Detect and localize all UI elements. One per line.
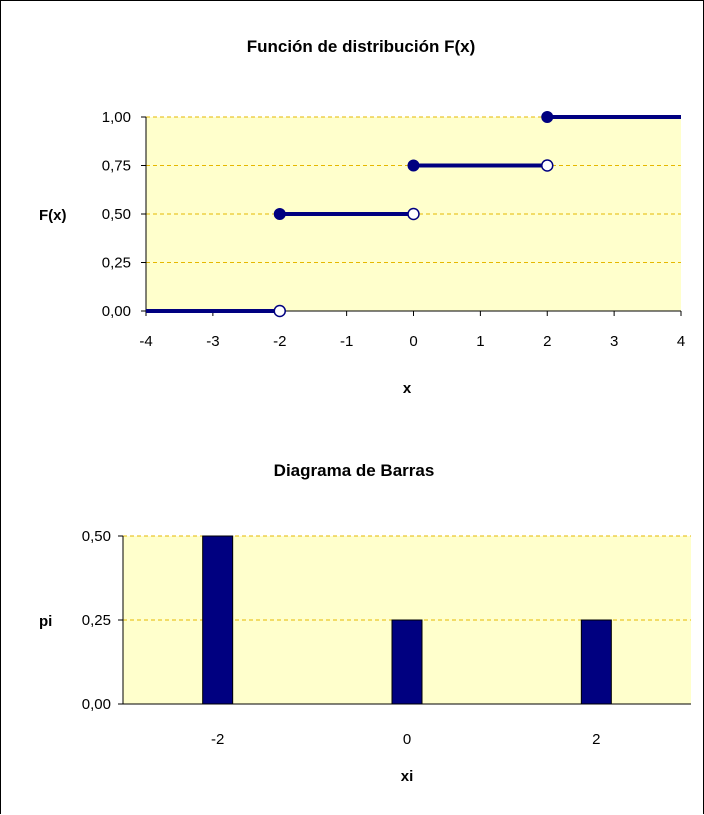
chart1-x-tick-label: -4	[139, 333, 152, 350]
chart1-series	[146, 111, 681, 318]
chart1-x-tick-label: 0	[409, 333, 417, 350]
chart2-x-axis-label: xi	[401, 768, 414, 785]
open-point-marker	[273, 304, 286, 318]
closed-point-marker	[407, 159, 420, 172]
chart1-title: Función de distribución F(x)	[247, 37, 476, 56]
bar	[391, 619, 423, 705]
chart2-x-tick-label: -2	[211, 731, 224, 748]
chart1-x-tick-label: -3	[206, 333, 219, 350]
bar-chart: Diagrama de Barras 0,000,250,50 -2 0 2 xi …	[39, 461, 691, 785]
chart2-y-tick-label: 0,25	[82, 612, 111, 629]
chart1-x-tick-label: 4	[677, 333, 685, 350]
open-point-marker	[407, 207, 420, 221]
chart1-y-tick-label: 0,50	[102, 206, 131, 223]
chart1-x-tick-label: 1	[476, 333, 484, 350]
chart1-x-tick-label: 3	[610, 333, 618, 350]
chart1-x-tick-labels: -4 -3 -2 -1 0 1 2 3 4	[139, 333, 685, 350]
chart1-x-axis-label: x	[403, 380, 412, 397]
chart1-y-tick-label: 1,00	[102, 109, 131, 126]
bar	[580, 619, 612, 705]
closed-point-marker	[273, 208, 286, 220]
open-point-marker	[541, 159, 554, 172]
chart2-x-tick-label: 2	[592, 731, 600, 748]
chart1-x-tick-label: 2	[543, 333, 551, 350]
chart1-x-tick-label: -2	[273, 333, 286, 350]
chart2-bars	[202, 535, 612, 705]
chart2-y-tick-label: 0,50	[82, 528, 111, 545]
bar	[202, 535, 234, 705]
chart2-title: Diagrama de Barras	[274, 461, 435, 480]
chart1-y-tick-label: 0,00	[102, 303, 131, 320]
chart2-x-tick-labels: -2 0 2	[211, 731, 601, 748]
chart2-y-axis-label: pi	[39, 613, 52, 630]
chart1-y-tick-label: 0,25	[102, 255, 131, 272]
chart1-y-tick-label: 0,75	[102, 158, 131, 175]
chart1-y-tick-labels: 0,00 0,25 0,50 0,75 1,00	[102, 109, 131, 320]
chart1-y-axis-label: F(x)	[39, 207, 67, 224]
chart2-x-tick-label: 0	[403, 731, 411, 748]
chart2-y-tick-labels: 0,00 0,25 0,50	[82, 528, 111, 713]
step-chart: Función de distribución F(x) -4 -3 -2 -1 0 1 2…	[39, 37, 685, 397]
chart2-y-tick-label: 0,00	[82, 696, 111, 713]
chart1-x-tick-label: -1	[340, 333, 353, 350]
closed-point-marker	[541, 111, 554, 123]
